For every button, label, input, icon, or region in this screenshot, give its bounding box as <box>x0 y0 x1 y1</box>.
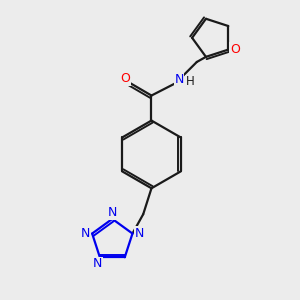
Text: O: O <box>120 72 130 85</box>
Text: H: H <box>186 75 195 88</box>
Text: N: N <box>134 227 144 240</box>
Text: N: N <box>93 257 102 270</box>
Text: N: N <box>81 227 90 240</box>
Text: O: O <box>230 43 240 56</box>
Text: N: N <box>175 73 184 86</box>
Text: N: N <box>108 206 117 219</box>
